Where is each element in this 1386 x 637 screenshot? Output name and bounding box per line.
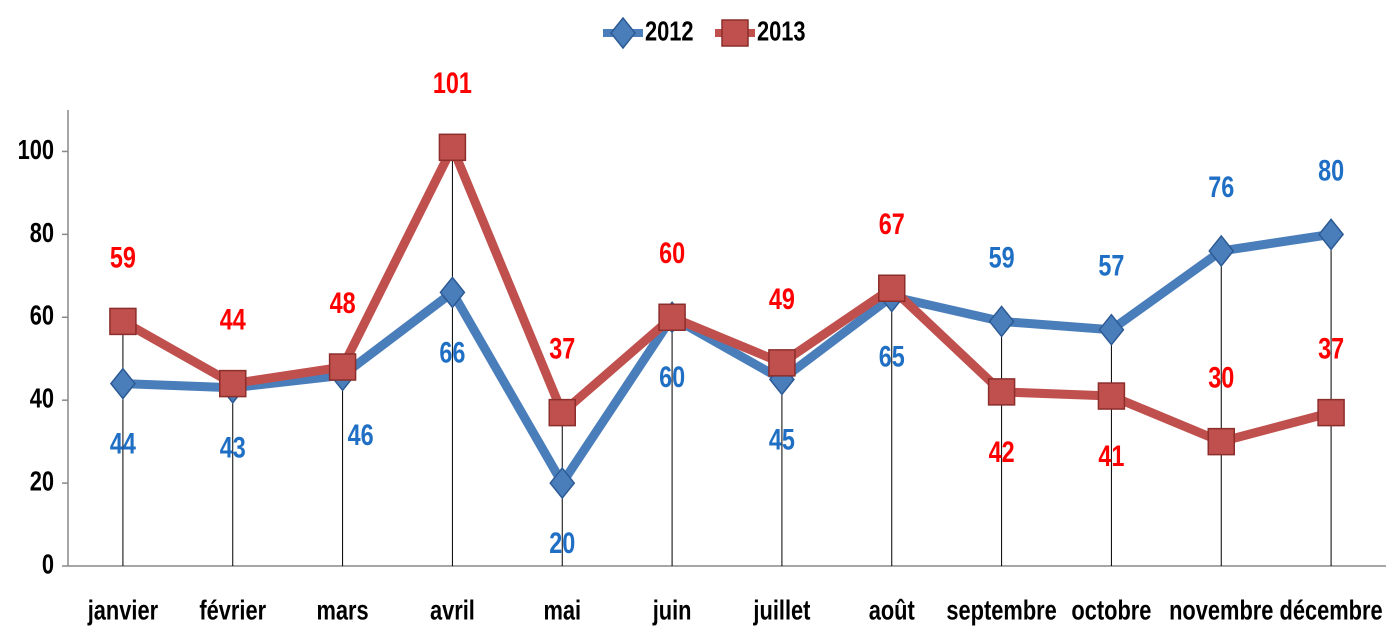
x-tick-label: mai [543,595,581,626]
marker [1097,382,1126,410]
data-label: 41 [1098,439,1124,472]
x-tick-label: novembre [1169,595,1273,626]
x-tick-label: décembre [1280,595,1383,626]
x-tick-label: février [199,595,266,626]
data-label: 101 [433,66,472,99]
data-label: 66 [439,336,465,369]
x-tick-label: juillet [753,595,811,626]
marker [987,378,1016,406]
x-tick-label: octobre [1071,595,1151,626]
marker [1317,398,1345,427]
series-line [120,142,1333,447]
x-tick-label: avril [430,595,475,626]
marker [1208,234,1235,268]
x-tick-label: septembre [946,595,1056,626]
marker [1318,218,1345,251]
data-label: 44 [220,303,246,336]
data-label: 60 [659,236,685,269]
legend-marker [721,19,749,47]
y-tick-label: 60 [30,300,54,331]
marker [109,307,137,336]
data-label: 49 [769,282,795,315]
data-label: 60 [659,360,685,393]
marker [658,303,686,332]
y-tick-label: 40 [30,383,54,414]
data-label: 37 [1318,332,1344,365]
marker [219,369,247,398]
data-label: 45 [769,423,795,456]
marker [768,349,796,377]
series-line [122,229,1332,488]
data-label: 46 [348,418,374,451]
data-label: 43 [220,431,246,464]
data-label: 30 [1208,361,1234,394]
legend-label: 2012 [645,16,694,47]
data-label: 44 [110,427,136,460]
legend-marker [610,16,636,50]
data-label: 59 [989,241,1015,274]
data-label: 59 [110,241,136,274]
data-label: 80 [1318,154,1344,187]
marker [548,398,576,427]
marker [1098,313,1125,346]
data-label: 57 [1098,249,1124,282]
x-tick-label: janvier [87,595,158,626]
marker [438,133,467,162]
data-label: 37 [549,332,575,365]
marker [878,274,906,303]
data-label: 20 [549,526,575,559]
legend-label: 2013 [757,16,806,47]
marker [439,276,466,309]
y-tick-label: 80 [30,217,54,248]
y-tick-label: 100 [18,134,54,165]
marker [549,466,576,500]
data-label: 48 [330,286,356,319]
x-tick-label: mars [316,595,368,626]
marker [1207,427,1235,456]
y-tick-label: 20 [30,466,54,497]
marker [988,305,1015,338]
x-tick-label: juin [652,595,692,626]
y-tick-label: 0 [42,549,54,580]
data-label: 65 [879,340,905,373]
marker [109,367,136,400]
x-tick-label: août [869,595,916,626]
marker [328,353,357,381]
data-label: 67 [879,207,905,240]
data-label: 76 [1208,170,1234,203]
data-label: 42 [989,435,1015,468]
